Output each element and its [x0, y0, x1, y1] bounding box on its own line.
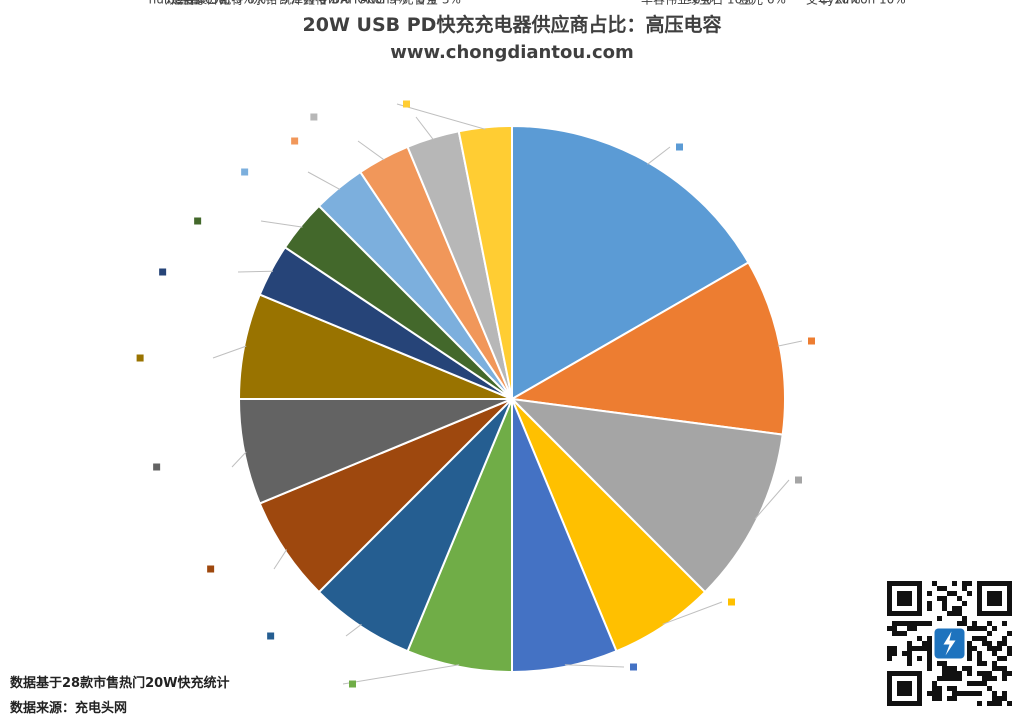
label-color-key: [291, 137, 299, 145]
leader-line: [754, 479, 790, 520]
data-label: 智宝 3%: [403, 0, 461, 108]
label-color-key: [136, 354, 144, 362]
slice-label: 凯泽鑫 6%: [279, 0, 338, 7]
slice-label: HUAHONG 3%: [322, 0, 408, 7]
label-color-key: [159, 268, 167, 276]
label-color-key: [676, 143, 683, 151]
footnote-source: 数据来源：充电头网: [10, 701, 128, 716]
leader-line: [396, 103, 486, 130]
slice-label: huihe 6%: [149, 0, 205, 7]
data-label: huihe 6%: [136, 0, 205, 362]
leader-line: [357, 140, 385, 161]
pie-slice: [457, 124, 513, 400]
label-color-key: [630, 663, 637, 671]
leader-line: [662, 601, 723, 625]
slice-label: 智宝 3%: [414, 0, 461, 7]
data-label: 华容伟业 6%: [630, 0, 712, 671]
slice-label: 万裕 3%: [303, 0, 350, 7]
leader-line: [345, 623, 362, 637]
data-label: CyXincon 10%: [808, 0, 906, 345]
data-label: 凯特 6%: [207, 0, 266, 573]
data-label: 日化 3%: [194, 0, 253, 225]
data-label: 绿宝石 16%: [676, 0, 754, 151]
leader-line: [231, 451, 247, 468]
footnote-basis: 数据基于28款市售热门20W快充统计: [10, 676, 230, 691]
leader-line: [647, 146, 671, 165]
label-color-key: [728, 598, 735, 606]
leader-line: [342, 664, 460, 685]
slice-label: 华容伟业 6%: [641, 0, 712, 7]
slice-label: 尼吉康 3%: [171, 0, 230, 7]
leader-line: [260, 220, 303, 228]
label-color-key: [194, 217, 202, 225]
slice-label: 永铭 3%: [253, 0, 300, 7]
slice-label: Acon中元 6%: [360, 0, 436, 7]
leader-line: [307, 171, 341, 190]
label-color-key: [403, 100, 410, 108]
chart-title: 20W USB PD快充充电器供应商占比：高压电容: [302, 14, 722, 36]
label-color-key: [241, 168, 249, 176]
leader-line: [212, 345, 247, 359]
pie-slice: [511, 124, 750, 401]
slice-label: CyXincon 10%: [819, 0, 906, 7]
label-color-key: [267, 632, 275, 640]
data-label: 昱光 6%: [728, 0, 786, 606]
data-label: 艾华 10%: [795, 0, 861, 484]
slice-label: 凯特 6%: [219, 0, 266, 7]
label-color-key: [153, 463, 161, 471]
slice-label: 双嘉富 6%: [165, 0, 224, 7]
slice-label: 日化 3%: [206, 0, 253, 7]
data-label: 万裕 3%: [291, 0, 350, 145]
leader-line: [273, 549, 288, 570]
data-label: 双嘉富 6%: [153, 0, 224, 471]
label-color-key: [808, 337, 815, 345]
slice-label: 绿宝石 16%: [687, 0, 754, 7]
data-label: 尼吉康 3%: [159, 0, 230, 276]
chart-subtitle: www.chongdiantou.com: [390, 42, 634, 63]
label-color-key: [310, 113, 318, 121]
label-color-key: [349, 680, 356, 688]
slice-label: 昱光 6%: [739, 0, 786, 7]
leader-line: [237, 270, 274, 273]
data-label: HUAHONG 3%: [310, 0, 408, 121]
leader-line: [777, 340, 803, 347]
data-label: 永铭 3%: [241, 0, 300, 176]
qr-code-icon: [884, 576, 1016, 716]
slice-label: 艾华 10%: [806, 0, 861, 7]
data-label: 凯泽鑫 6%: [267, 0, 338, 640]
leader-line: [415, 116, 434, 140]
label-color-key: [795, 476, 802, 484]
data-label: Acon中元 6%: [349, 0, 436, 688]
leader-line: [564, 664, 625, 668]
pie-slice: [509, 397, 784, 594]
label-color-key: [207, 565, 215, 573]
